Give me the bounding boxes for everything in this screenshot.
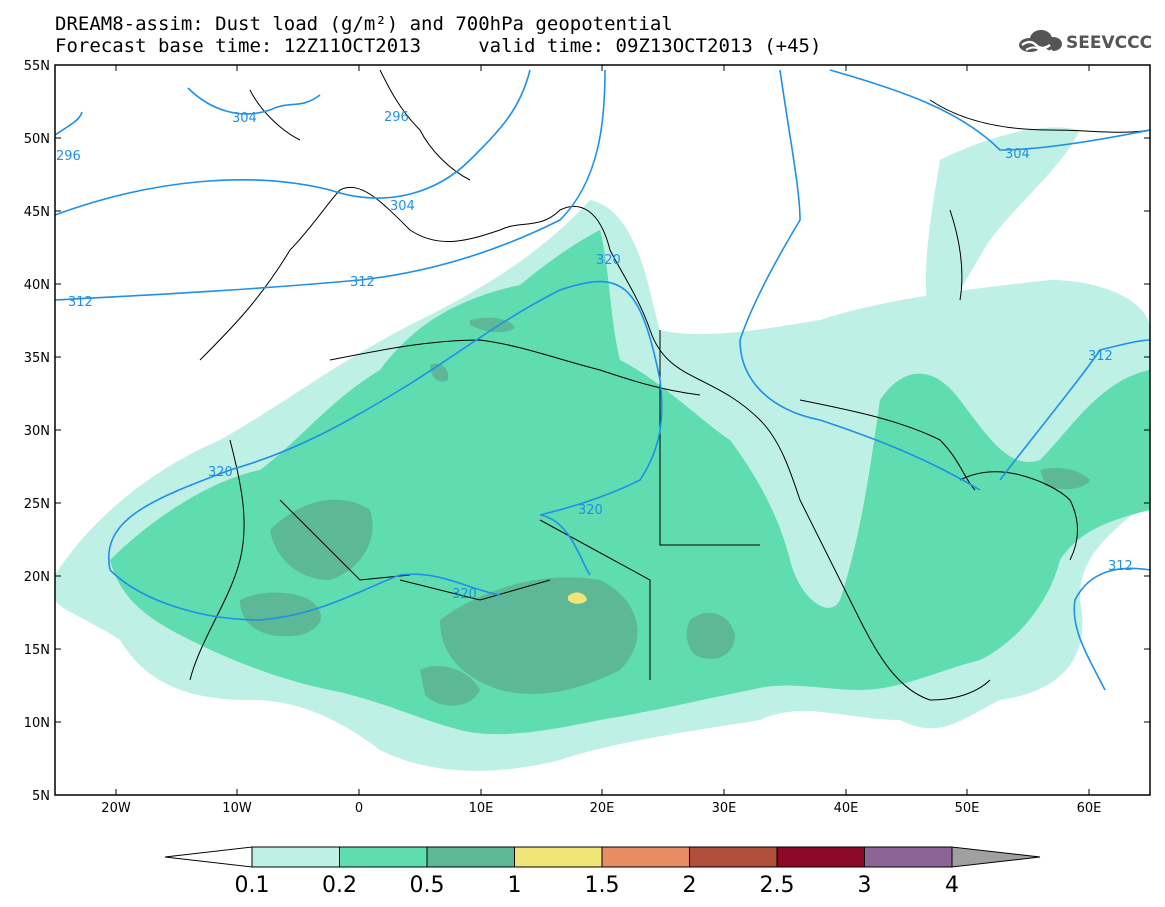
cloud-icon: [1019, 30, 1062, 54]
lon-label: 40E: [834, 801, 859, 816]
dust-field: [55, 127, 1150, 771]
colorbar-cell: [689, 846, 778, 868]
contour-label: 304: [232, 111, 257, 126]
dust-band-medium: [110, 230, 1150, 735]
chart-title-line2: Forecast base time: 12Z11OCT2013 valid t…: [55, 35, 822, 57]
contour-label: 296: [384, 110, 409, 125]
dust-band-dark-6: [1040, 468, 1090, 490]
lon-label: 10E: [469, 801, 494, 816]
lon-label: 60E: [1077, 801, 1102, 816]
colorbar: 0.1 0.2 0.5 1 1.5 2 2.5 3 4: [164, 846, 1041, 898]
contour-label: 296: [56, 149, 81, 164]
colorbar-low-arrow: [164, 846, 253, 868]
lat-labels: 55N 50N 45N 40N 35N 30N 25N 20N 15N 10N …: [24, 59, 50, 804]
dust-band-dark-2: [270, 499, 373, 580]
lon-label: 50E: [955, 801, 980, 816]
colorbar-label: 4: [945, 873, 959, 898]
lon-label: 0: [355, 801, 363, 816]
colorbar-cell: [251, 846, 340, 868]
lat-label: 25N: [24, 497, 50, 512]
contour-label: 320: [452, 587, 477, 602]
lon-label: 30E: [712, 801, 737, 816]
colorbar-label: 0.1: [235, 873, 270, 898]
colorbar-label: 0.2: [322, 873, 357, 898]
dust-band-dark-5: [686, 612, 735, 659]
colorbar-label: 3: [858, 873, 872, 898]
chart-title-line1: DREAM8-assim: Dust load (g/m²) and 700hP…: [55, 13, 673, 35]
contour-label: 312: [1088, 349, 1113, 364]
colorbar-cell: [601, 846, 690, 868]
colorbar-cell: [776, 846, 865, 868]
colorbar-label: 0.5: [410, 873, 445, 898]
contour-label: 304: [390, 199, 415, 214]
contour-label: 304: [1005, 147, 1030, 162]
colorbar-cell: [426, 846, 515, 868]
lat-label: 45N: [24, 205, 50, 220]
lon-label: 20E: [590, 801, 615, 816]
contour-label: 320: [578, 503, 603, 518]
lat-label: 10N: [24, 716, 50, 731]
lat-label: 20N: [24, 570, 50, 585]
lat-label: 5N: [32, 789, 50, 804]
colorbar-label: 1.5: [585, 873, 620, 898]
geopotential-contours: [55, 69, 1150, 691]
coastlines: [189, 69, 1150, 701]
dust-band-yellow: [568, 592, 587, 604]
contour-label: 320: [596, 253, 621, 268]
contour-label: 312: [68, 295, 93, 310]
lat-label: 50N: [24, 132, 50, 147]
contour-label: 312: [350, 275, 375, 290]
seevccc-logo: SEEVCCC: [1019, 30, 1152, 54]
lat-label: 30N: [24, 424, 50, 439]
contour-label: 320: [208, 465, 233, 480]
colorbar-label: 2.5: [760, 873, 795, 898]
colorbar-cell: [514, 846, 603, 868]
lon-label: 10W: [222, 801, 252, 816]
lat-label: 15N: [24, 643, 50, 658]
colorbar-high-arrow: [951, 846, 1041, 868]
lon-axis: [115, 65, 1090, 795]
dust-band-dark-1: [240, 592, 321, 637]
lat-axis: [55, 64, 1150, 796]
colorbar-cell: [339, 846, 428, 868]
lat-label: 40N: [24, 278, 50, 293]
colorbar-cell: [864, 846, 953, 868]
logo-text: SEEVCCC: [1066, 33, 1152, 53]
lon-labels: 20W 10W 0 10E 20E 30E 40E 50E 60E: [101, 801, 1101, 816]
lat-label: 55N: [24, 59, 50, 74]
dust-band-light-caspian: [925, 127, 1080, 320]
dust-band-dark-4: [420, 666, 480, 706]
lat-label: 35N: [24, 351, 50, 366]
colorbar-label: 1: [508, 873, 522, 898]
contour-labels: 304 296 304 304 312 312 320 320 320 320 …: [56, 110, 1133, 602]
dust-band-dark-3: [440, 577, 638, 694]
lon-label: 20W: [101, 801, 131, 816]
colorbar-label: 2: [683, 873, 697, 898]
contour-label: 312: [1108, 559, 1133, 574]
